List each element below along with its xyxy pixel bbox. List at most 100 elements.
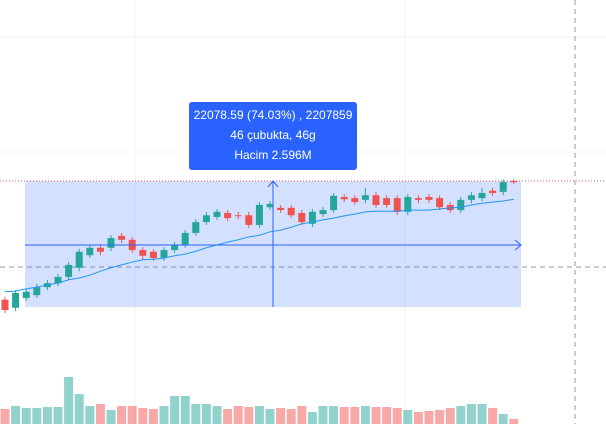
- measure-volume: Hacim 2.596M: [234, 148, 311, 162]
- candle-body: [139, 250, 147, 256]
- volume-bar: [180, 396, 190, 424]
- volume-bar: [233, 406, 243, 424]
- candle-layer: [1, 179, 518, 313]
- volume-bar: [318, 406, 328, 424]
- candle-body: [118, 235, 126, 240]
- candle-body: [107, 238, 115, 248]
- candle-body: [245, 215, 253, 225]
- volume-bar: [413, 412, 423, 424]
- volume-bar: [297, 406, 307, 424]
- candle-body: [234, 215, 242, 217]
- volume-bar: [488, 408, 498, 424]
- volume-bar: [456, 406, 466, 424]
- candle-body: [202, 215, 210, 223]
- candle-body: [330, 195, 338, 211]
- candle-body: [319, 210, 327, 215]
- candle-body: [499, 182, 507, 192]
- candle-body: [54, 276, 62, 284]
- volume-bar: [435, 410, 445, 424]
- arrow-head: [514, 239, 522, 251]
- moving-average: [4, 198, 514, 293]
- volume-bar: [32, 408, 42, 424]
- volume-bar: [466, 404, 476, 424]
- candle-body: [192, 222, 200, 233]
- volume-bar: [191, 404, 201, 424]
- volume-bar: [371, 407, 381, 424]
- volume-bar: [307, 412, 317, 424]
- volume-bar: [276, 408, 286, 424]
- volume-bar: [0, 409, 10, 424]
- volume-bar: [350, 407, 360, 424]
- candle-body: [160, 250, 168, 259]
- volume-bar: [382, 407, 392, 424]
- candle-body: [224, 212, 232, 219]
- volume-bar: [360, 406, 370, 424]
- volume-bar: [106, 410, 116, 424]
- volume-bar: [265, 409, 275, 424]
- candle-body: [383, 198, 391, 205]
- volume-bar: [498, 414, 508, 424]
- volume-bar: [53, 407, 63, 424]
- candle-body: [1, 299, 9, 311]
- volume-layer: [0, 377, 519, 424]
- volume-bar: [21, 408, 31, 424]
- candle-body: [149, 251, 157, 259]
- candle-body: [436, 198, 444, 208]
- volume-bar: [159, 406, 169, 424]
- volume-bar: [244, 407, 254, 424]
- volume-bar: [254, 406, 264, 424]
- candle-body: [425, 196, 433, 200]
- candle-body: [22, 291, 30, 299]
- measure-arrows: [25, 180, 522, 307]
- volume-bar: [201, 404, 211, 424]
- measure-bars: 46 çubukta, 46g: [230, 128, 315, 142]
- measure-tooltip: [189, 102, 357, 170]
- candle-body: [361, 195, 369, 200]
- candle-body: [510, 181, 518, 183]
- volume-bar: [329, 406, 339, 424]
- volume-bar: [85, 406, 95, 424]
- candle-body: [457, 199, 465, 211]
- volume-bar: [64, 377, 74, 424]
- candle-body: [414, 198, 422, 200]
- volume-bar: [148, 409, 158, 424]
- candle-body: [255, 204, 263, 225]
- candle-body: [308, 211, 316, 224]
- volume-bar: [170, 396, 180, 424]
- candle-body: [277, 207, 285, 211]
- candle-body: [404, 196, 412, 212]
- volume-bar: [445, 408, 455, 424]
- candle-body: [351, 198, 359, 203]
- candle-body: [181, 232, 189, 245]
- candle-body: [213, 211, 221, 217]
- candle-body: [86, 247, 94, 256]
- candle-body: [65, 264, 73, 277]
- volume-bar: [42, 407, 52, 424]
- volume-bar: [509, 419, 519, 424]
- candle-body: [12, 292, 20, 308]
- volume-bar: [403, 410, 413, 424]
- volume-bar: [339, 407, 349, 424]
- candle-body: [96, 247, 104, 252]
- candle-body: [266, 203, 274, 208]
- candle-body: [33, 287, 41, 296]
- volume-bar: [286, 409, 296, 424]
- volume-bar: [212, 406, 222, 424]
- measure-change: 22078.59 (74.03%) , 2207859: [194, 108, 353, 122]
- volume-bar: [477, 404, 487, 424]
- volume-bar: [95, 404, 105, 424]
- candle-body: [75, 251, 83, 268]
- volume-bar: [117, 406, 127, 424]
- candle-body: [171, 244, 179, 251]
- arrow-head: [267, 180, 279, 188]
- volume-bar: [392, 408, 402, 424]
- volume-bar: [223, 409, 233, 424]
- volume-bar: [11, 406, 21, 424]
- candle-body: [393, 198, 401, 212]
- volume-bar: [424, 411, 434, 424]
- volume-bar: [127, 406, 137, 424]
- candle-body: [467, 195, 475, 200]
- volume-bar: [138, 408, 148, 424]
- candle-body: [298, 212, 306, 223]
